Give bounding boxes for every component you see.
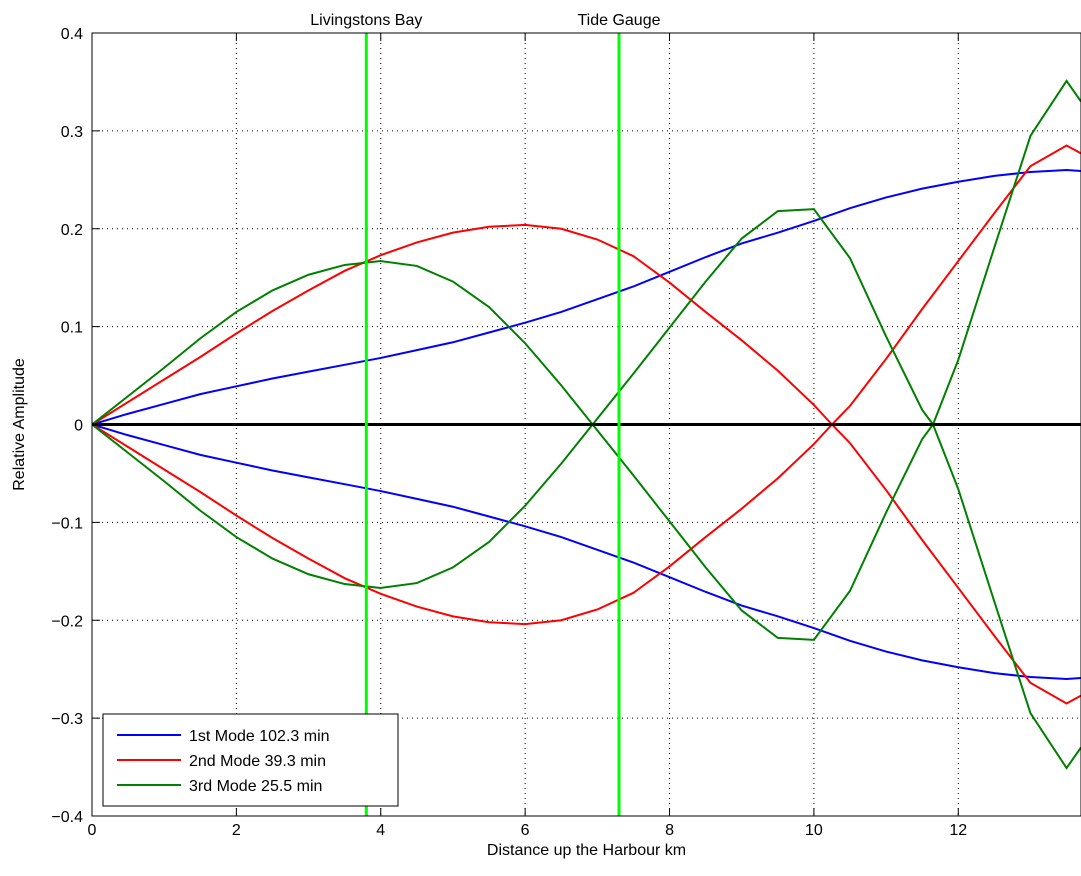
x-tick-label: 6 [521, 822, 530, 839]
legend-entry: 3rd Mode 25.5 min [189, 778, 322, 795]
y-tick-label: −0.2 [51, 613, 83, 630]
y-tick-label: 0.1 [61, 320, 83, 337]
x-tick-label: 2 [232, 822, 241, 839]
y-tick-label: 0.4 [61, 26, 83, 43]
marker-label: Livingstons Bay [310, 12, 422, 29]
y-tick-label: 0.3 [61, 124, 83, 141]
marker-labels: Livingstons Bay Tide Gauge [310, 12, 660, 29]
marker-label: Tide Gauge [577, 12, 660, 29]
x-tick-label: 12 [949, 822, 967, 839]
axis-ticks: 0 2 4 6 8 10 12 −0.4 −0.3 −0.2 −0.1 0 0.1 0.2 0.3 0.4 [51, 26, 967, 839]
y-tick-label: −0.4 [51, 809, 83, 826]
series-line-1 [92, 169, 1081, 426]
marker-lines [364, 33, 621, 816]
grid-lines [92, 33, 1081, 816]
series-line-2-mirror [92, 144, 1081, 626]
series-line-3 [92, 79, 1081, 641]
series-line-3-mirror [92, 208, 1081, 770]
x-tick-label: 0 [88, 822, 97, 839]
y-tick-label: 0.2 [61, 222, 83, 239]
series-layer [92, 79, 1081, 770]
series-line-1-mirror [92, 423, 1081, 680]
y-axis-label: Relative Amplitude [11, 358, 28, 491]
y-tick-label: −0.1 [51, 515, 83, 532]
x-tick-label: 10 [805, 822, 823, 839]
x-axis-label: Distance up the Harbour km [487, 842, 686, 859]
legend-entry: 1st Mode 102.3 min [189, 728, 330, 745]
legend-entry: 2nd Mode 39.3 min [189, 753, 326, 770]
y-tick-label: −0.3 [51, 711, 83, 728]
x-tick-label: 4 [376, 822, 385, 839]
series-line-2 [92, 223, 1081, 705]
y-tick-label: 0 [74, 418, 83, 435]
legend: 1st Mode 102.3 min 2nd Mode 39.3 min 3rd M… [102, 713, 399, 807]
x-tick-label: 8 [665, 822, 674, 839]
